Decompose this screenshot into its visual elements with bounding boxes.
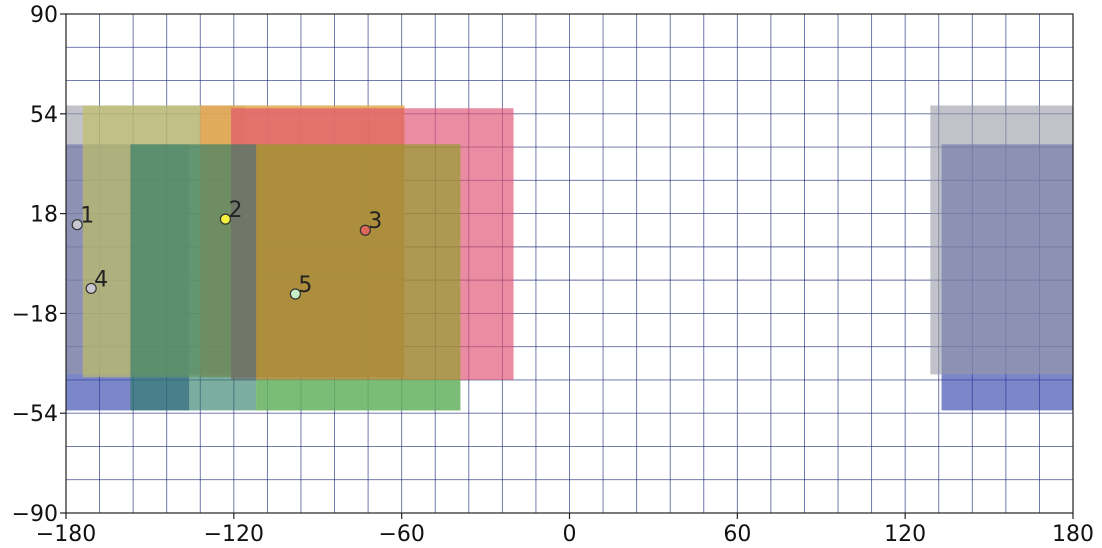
region-rect: [130, 144, 257, 411]
x-tick-label: −60: [378, 522, 424, 547]
point-label-2: 2: [228, 198, 242, 223]
y-tick-label: 18: [30, 203, 58, 228]
axes-frame: [60, 13, 1074, 519]
region-rect: [256, 144, 461, 411]
point-label-4: 4: [94, 267, 108, 292]
y-tick-label: −90: [12, 502, 58, 527]
data-point-2: [219, 213, 232, 225]
data-point-4: [85, 282, 97, 295]
y-tick-label: 54: [30, 103, 58, 128]
point-label-3: 3: [368, 209, 382, 234]
x-tick-label: −180: [36, 522, 96, 547]
region-rect: [256, 379, 461, 411]
region-rectangles: [66, 105, 1073, 411]
y-tick-label: −54: [12, 402, 58, 427]
x-tick-label: 120: [884, 522, 926, 547]
data-point-1: [71, 219, 83, 231]
x-tick-label: 60: [723, 522, 751, 547]
x-tick-label: −120: [204, 522, 264, 547]
data-point-5: [289, 288, 301, 300]
x-tick-label: 180: [1052, 522, 1094, 547]
y-tick-label: −18: [12, 302, 58, 327]
y-tick-label: 90: [30, 3, 58, 28]
x-tick-label: 0: [563, 522, 577, 547]
point-label-1: 1: [80, 204, 94, 229]
data-point-3: [359, 224, 371, 236]
region-rect: [930, 105, 1073, 375]
point-label-5: 5: [298, 273, 312, 298]
scatter-points: 1 2 3 4 5: [71, 198, 382, 300]
